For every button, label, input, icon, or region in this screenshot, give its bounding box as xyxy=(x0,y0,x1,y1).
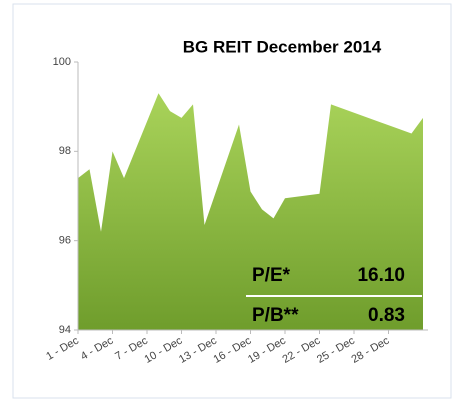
annotation-value: 16.10 xyxy=(357,265,405,286)
y-tick-label: 100 xyxy=(53,56,71,68)
y-tick-label: 98 xyxy=(59,145,71,157)
x-tick-label: 4 - Dec xyxy=(79,334,116,362)
area xyxy=(78,93,423,331)
chart-title: BG REIT December 2014 xyxy=(183,37,382,56)
x-tick-label: 19 - Dec xyxy=(246,334,288,365)
annotation-label: P/B** xyxy=(252,305,299,326)
x-tick-label: 28 - Dec xyxy=(349,334,391,365)
x-tick-label: 22 - Dec xyxy=(280,334,322,365)
x-tick-label: 13 - Dec xyxy=(177,334,219,365)
y-tick-label: 94 xyxy=(59,324,71,336)
annotation-label: P/E* xyxy=(252,265,291,286)
x-tick-label: 16 - Dec xyxy=(211,334,253,365)
annotation-value: 0.83 xyxy=(368,305,405,326)
y-tick-label: 96 xyxy=(59,235,71,247)
x-tick-label: 25 - Dec xyxy=(315,334,357,365)
x-tick-label: 10 - Dec xyxy=(142,334,184,365)
frame xyxy=(12,3,452,399)
x-tick-label: 1 - Dec xyxy=(44,334,81,362)
